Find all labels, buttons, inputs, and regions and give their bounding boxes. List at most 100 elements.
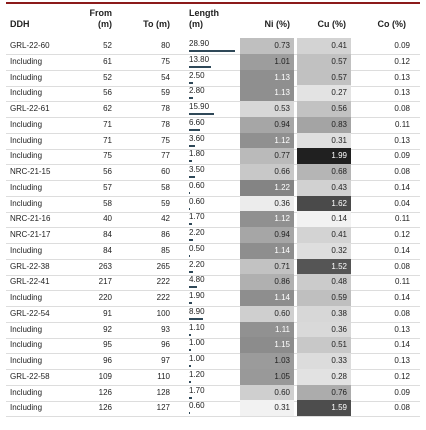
table-cell: 0.38	[297, 305, 351, 322]
table-row: Including 56 59 2.80 1.13 0.27 0.13	[6, 85, 420, 103]
length-bar	[189, 270, 193, 273]
table-cell: 1.13	[240, 85, 294, 102]
table-cell: 0.12	[394, 230, 410, 239]
table-cell: 13.80	[189, 54, 210, 64]
table-cell: 75	[103, 151, 112, 161]
table-cell: 0.71	[240, 258, 294, 275]
table-row: Including 126 127 0.60 0.31 1.59 0.08	[6, 400, 420, 418]
table-cell: 126	[98, 403, 112, 413]
table-cell: 0.33	[297, 353, 351, 369]
table-row: Including 58 59 0.60 0.36 1.62 0.04	[6, 195, 420, 213]
table-cell: 86	[161, 230, 170, 239]
table-row: GRL-22-61 62 78 15.90 0.53 0.56 0.08	[6, 101, 420, 118]
table-cell: 0.04	[394, 198, 410, 208]
table-cell: 0.14	[297, 211, 351, 228]
table-cell: Including	[10, 151, 43, 161]
table-cell: NRC-21-16	[10, 214, 51, 224]
table-cell: 1.05	[240, 368, 294, 385]
header-cell: From (m)	[89, 8, 113, 29]
table-cell: 0.13	[394, 88, 410, 98]
table-row: Including 61 75 13.80 1.01 0.57 0.12	[6, 53, 420, 71]
length-bar	[189, 97, 194, 100]
table-cell: 217	[98, 277, 112, 287]
table-cell: 1.15	[240, 337, 294, 354]
table-cell: Including	[10, 182, 43, 192]
table-cell: 96	[103, 356, 112, 365]
table-cell: 0.14	[394, 340, 410, 350]
header-cell: Length (m)	[189, 8, 219, 29]
table-cell: Including	[10, 403, 43, 413]
table-cell: 0.36	[240, 195, 294, 212]
table-cell: 52	[103, 72, 112, 82]
length-bar	[189, 239, 193, 241]
table-cell: 222	[156, 293, 170, 302]
table-cell: 92	[103, 324, 112, 334]
table-row: NRC-21-15 56 60 3.50 0.66 0.68 0.08	[6, 164, 420, 181]
length-bar	[189, 160, 192, 163]
table-cell: 0.76	[297, 384, 351, 401]
table-cell: 0.11	[395, 119, 410, 129]
table-cell: 6.60	[189, 117, 205, 127]
table-cell: 0.60	[189, 401, 205, 411]
table-cell: 1.62	[297, 195, 351, 212]
table-cell: 0.09	[394, 41, 410, 50]
table-cell: 0.12	[394, 56, 410, 66]
table-cell: 59	[161, 88, 170, 98]
table-cell: 0.59	[297, 290, 351, 306]
table-cell: 1.80	[189, 149, 205, 159]
table-cell: 80	[161, 41, 170, 50]
table-cell: 28.90	[189, 39, 210, 48]
table-cell: 0.48	[297, 274, 351, 291]
table-cell: 0.83	[297, 116, 351, 133]
table-cell: 2.20	[189, 228, 205, 237]
table-cell: 0.66	[240, 164, 294, 180]
table-cell: 1.13	[240, 69, 294, 86]
table-cell: 4.80	[189, 275, 205, 285]
table-cell: 0.08	[394, 167, 410, 176]
table-cell: 1.70	[189, 212, 205, 222]
table-row: Including 126 128 1.70 0.60 0.76 0.09	[6, 384, 420, 402]
table-cell: Including	[10, 135, 43, 145]
table-cell: 128	[156, 387, 170, 397]
table-cell: 0.14	[394, 182, 410, 192]
table-cell: 0.57	[297, 69, 351, 86]
table-cell: 0.60	[189, 196, 205, 206]
header-cell: DDH	[10, 19, 30, 29]
table-cell: 0.11	[395, 214, 410, 224]
table-cell: 0.60	[240, 305, 294, 322]
table-cell: 59	[161, 198, 170, 208]
length-bar	[189, 349, 191, 352]
table-cell: 3.60	[189, 133, 205, 143]
table-cell: 0.13	[394, 356, 410, 365]
table-cell: 0.09	[394, 151, 410, 161]
table-cell: 126	[98, 387, 112, 397]
table-cell: Including	[10, 245, 43, 255]
table-row: NRC-21-17 84 86 2.20 0.94 0.41 0.12	[6, 227, 420, 244]
table-cell: 0.13	[394, 135, 410, 145]
length-bar	[189, 50, 235, 52]
length-bar	[189, 128, 200, 131]
table-cell: 56	[103, 167, 112, 176]
table-cell: 0.31	[297, 132, 351, 149]
table-cell: 220	[98, 293, 112, 302]
length-bar	[189, 380, 191, 383]
table-row: Including 96 97 1.00 1.03 0.33 0.13	[6, 353, 420, 370]
header-cell: To (m)	[143, 19, 170, 29]
table-row: Including 57 58 0.60 1.22 0.43 0.14	[6, 179, 420, 197]
table-cell: 75	[161, 56, 170, 66]
length-bar	[189, 65, 211, 68]
table-cell: 1.11	[240, 321, 294, 338]
table-cell: 0.73	[240, 38, 294, 54]
length-bar	[189, 333, 191, 336]
table-cell: 3.50	[189, 165, 205, 174]
length-bar	[189, 396, 192, 399]
table-cell: 0.68	[297, 164, 351, 180]
table-cell: NRC-21-15	[10, 167, 51, 176]
length-bar	[189, 317, 204, 320]
table-cell: Including	[10, 356, 43, 365]
table-cell: 58	[103, 198, 112, 208]
length-bar	[189, 191, 190, 194]
table-cell: 95	[103, 340, 112, 350]
length-bar	[189, 254, 190, 257]
